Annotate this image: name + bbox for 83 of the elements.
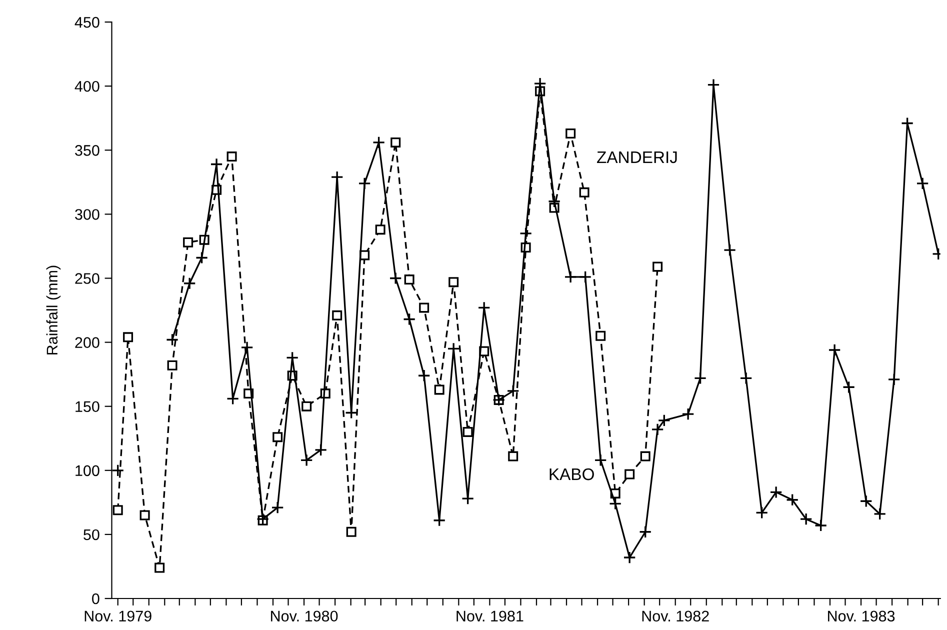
- x-tick-label: Nov. 1983: [828, 610, 895, 622]
- y-tick-label: 250: [75, 273, 100, 284]
- x-tick-label: Nov. 1981: [456, 610, 524, 622]
- point: [346, 526, 356, 537]
- point: [112, 505, 123, 516]
- point: [723, 244, 736, 256]
- point: [300, 454, 313, 467]
- annotation: KABO: [550, 468, 594, 480]
- point: [579, 187, 590, 198]
- point: [638, 525, 652, 538]
- point: [694, 372, 707, 385]
- y-tick-label: 150: [76, 401, 100, 412]
- point: [434, 384, 444, 395]
- point: [314, 444, 328, 456]
- point: [624, 469, 635, 480]
- y-tick-label: 0: [92, 593, 100, 604]
- point: [226, 392, 240, 406]
- point: [814, 519, 828, 532]
- point: [166, 333, 179, 346]
- y-axis-title: Rainfall (mm): [46, 266, 61, 354]
- point: [256, 512, 270, 526]
- point: [506, 384, 520, 398]
- point: [652, 262, 663, 272]
- point: [240, 341, 254, 354]
- point: [548, 195, 561, 208]
- x-tick-label: Nov. 1979: [84, 610, 152, 622]
- point: [594, 454, 607, 467]
- point: [226, 152, 237, 162]
- y-tick-label: 200: [75, 337, 100, 348]
- y-tick-label: 350: [75, 145, 100, 156]
- point: [564, 270, 577, 284]
- y-tick-label: 450: [74, 16, 100, 28]
- x-tick-label: Nov. 1980: [271, 610, 338, 622]
- y-tick-label: 100: [76, 465, 100, 476]
- y-tick-label: 400: [74, 80, 100, 92]
- point: [271, 501, 284, 514]
- point: [755, 506, 768, 520]
- point: [842, 380, 856, 394]
- annotation: ZANDERIJ: [597, 152, 677, 164]
- point: [519, 227, 532, 240]
- point: [640, 451, 650, 462]
- point: [800, 512, 812, 526]
- point: [448, 277, 459, 288]
- y-tick-label: 50: [84, 529, 100, 540]
- point: [596, 330, 606, 341]
- point: [916, 177, 929, 190]
- point: [740, 372, 752, 385]
- point: [873, 508, 886, 520]
- point: [389, 272, 402, 285]
- point: [375, 224, 386, 235]
- x-tick-label: Nov. 1982: [642, 610, 709, 622]
- point: [272, 432, 283, 442]
- point: [608, 497, 622, 510]
- point: [418, 369, 430, 382]
- point: [390, 137, 401, 148]
- point: [770, 486, 782, 499]
- point: [623, 551, 636, 564]
- point: [332, 310, 342, 320]
- point: [302, 401, 312, 412]
- point: [508, 451, 518, 462]
- point: [183, 276, 196, 290]
- point: [682, 408, 694, 420]
- point: [372, 136, 386, 149]
- point: [900, 116, 914, 130]
- point: [578, 270, 592, 284]
- point: [462, 426, 473, 437]
- point: [566, 128, 576, 138]
- point: [123, 332, 134, 342]
- point: [860, 494, 872, 508]
- point: [183, 237, 194, 248]
- point: [358, 177, 371, 190]
- point: [154, 562, 165, 573]
- point: [419, 302, 430, 313]
- point: [140, 510, 150, 520]
- point: [404, 274, 414, 285]
- point: [195, 251, 208, 264]
- y-tick-label: 300: [75, 209, 100, 220]
- point: [828, 344, 841, 356]
- point: [888, 373, 900, 386]
- point: [402, 312, 416, 326]
- point: [167, 360, 178, 370]
- point: [344, 406, 358, 420]
- point: [786, 493, 799, 506]
